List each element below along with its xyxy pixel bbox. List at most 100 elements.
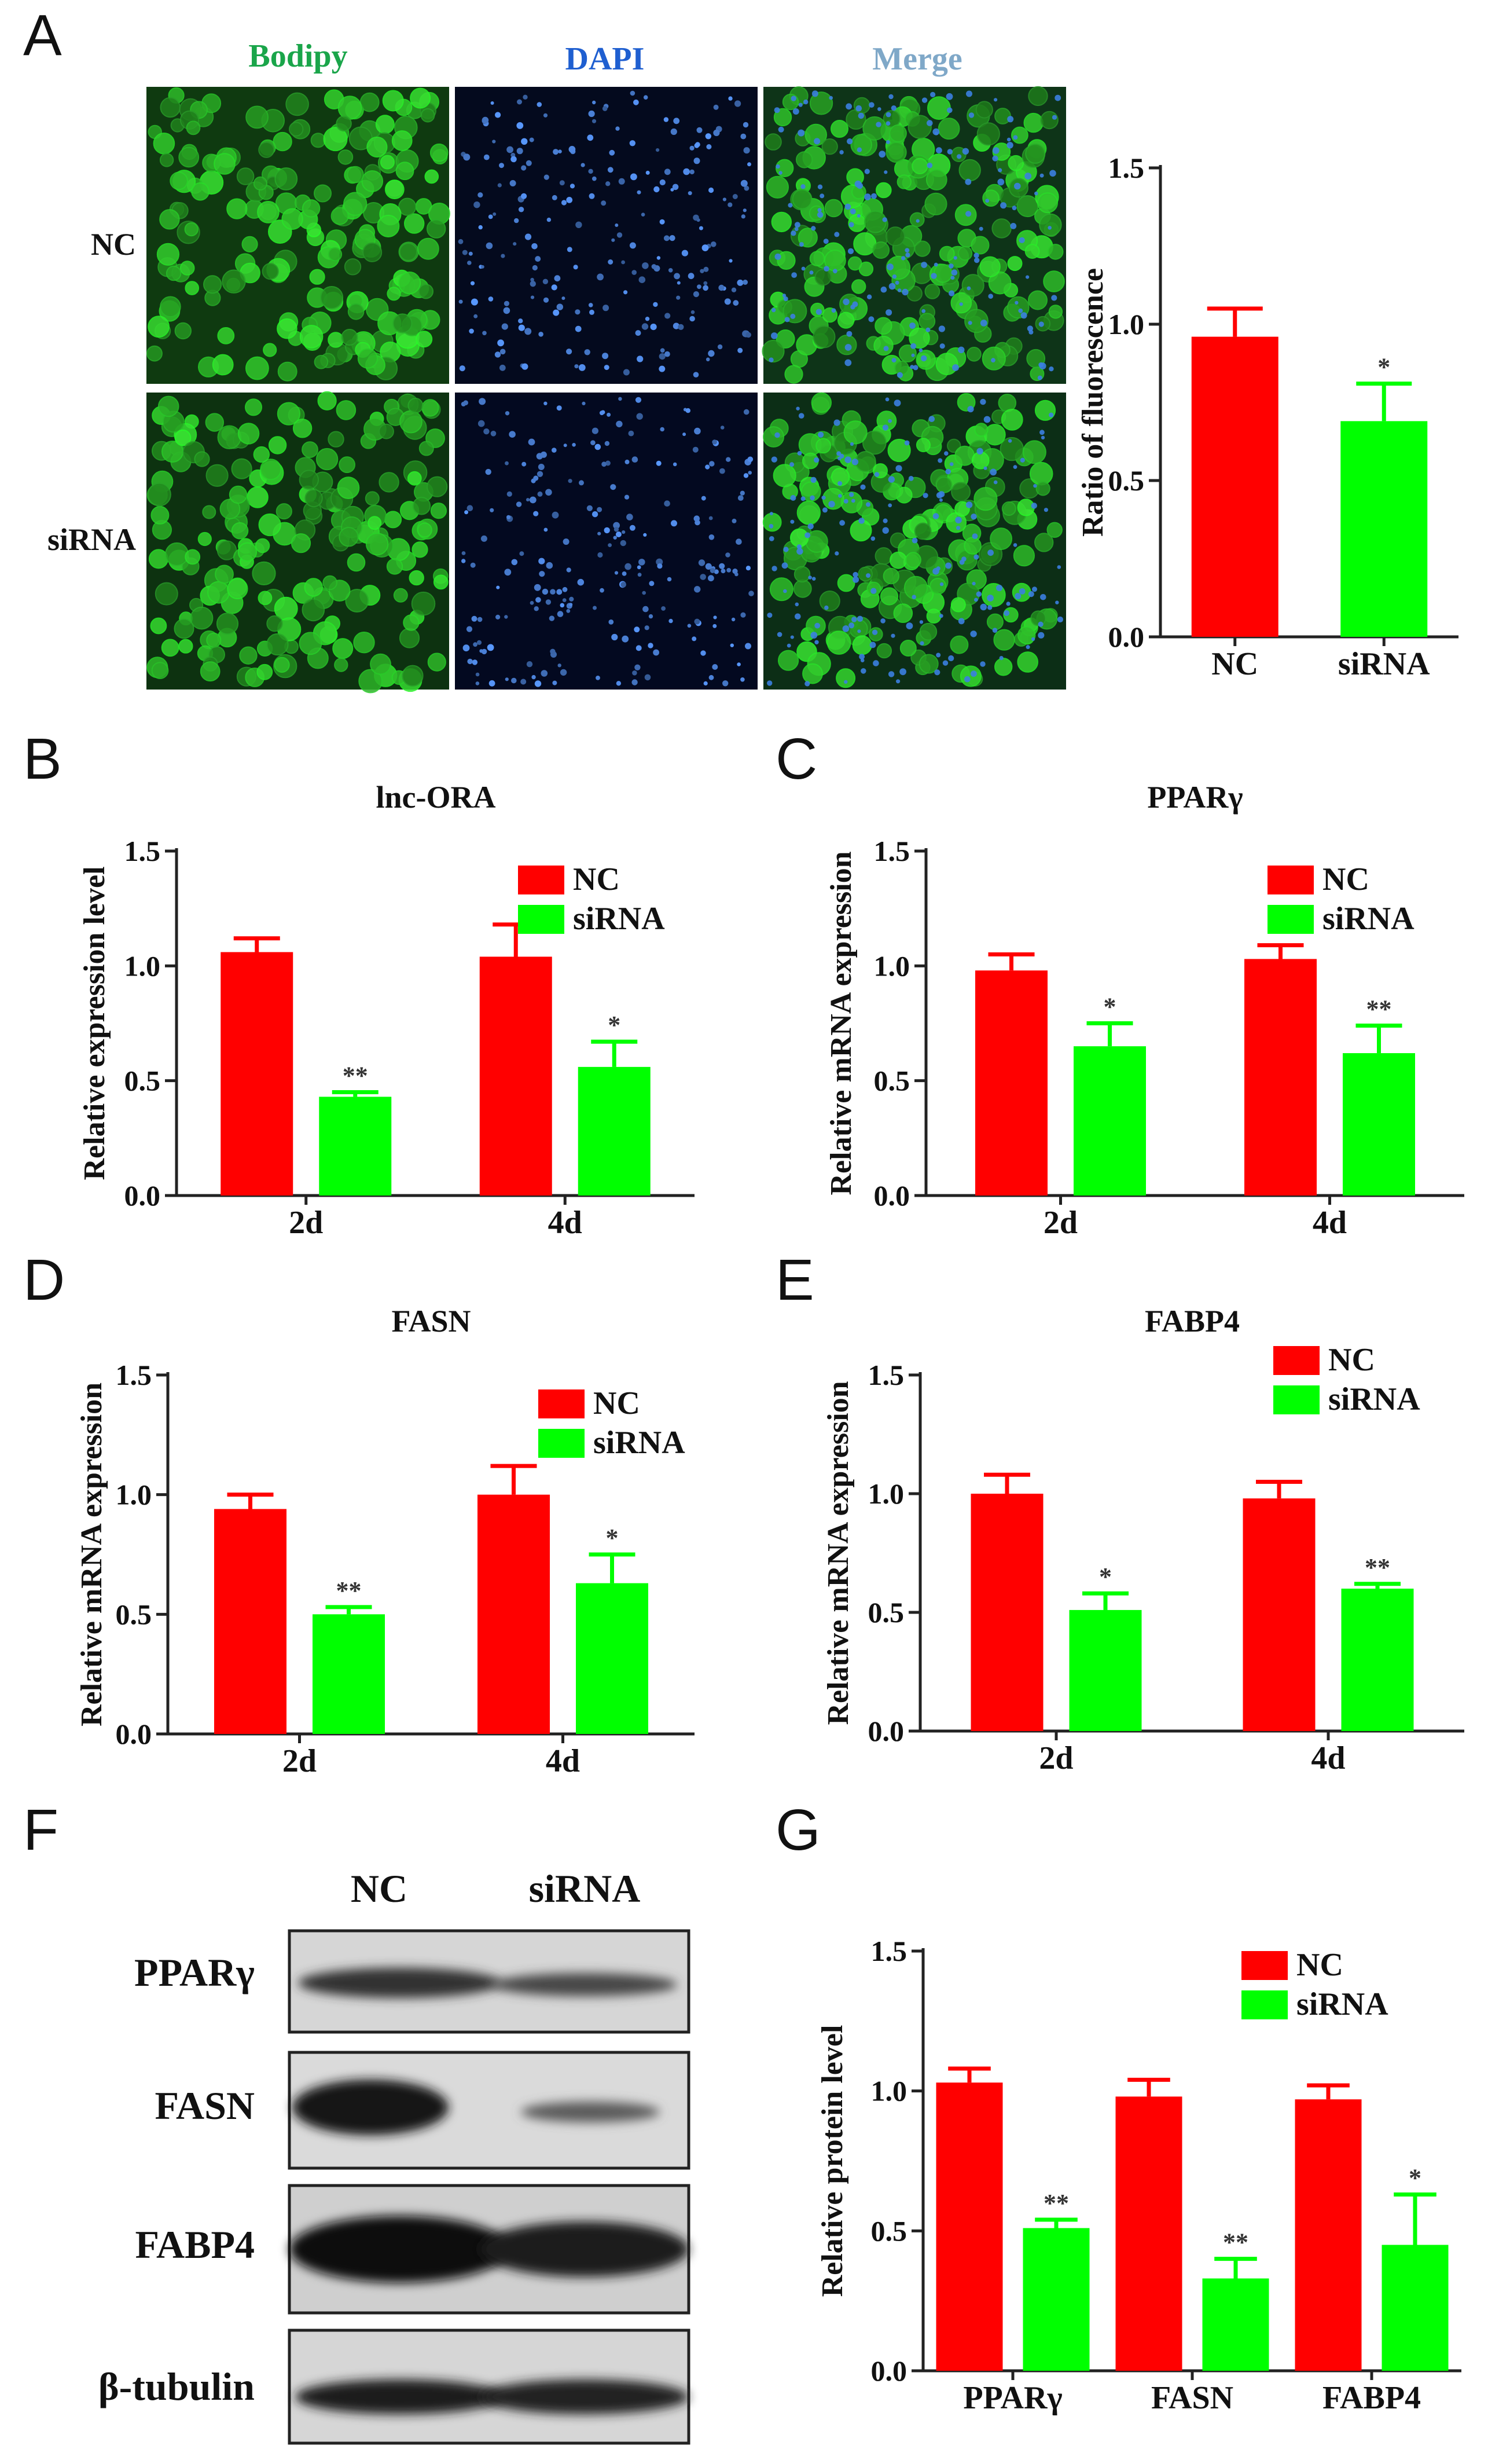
nucleus	[795, 613, 801, 620]
nucleus	[726, 568, 732, 573]
nucleus	[664, 500, 670, 507]
nucleus	[996, 585, 1003, 592]
nucleus	[708, 575, 714, 582]
panel-label-c: C	[776, 727, 817, 791]
cell	[850, 134, 872, 156]
nucleus	[637, 190, 641, 195]
nucleus	[664, 168, 671, 175]
cell	[291, 533, 311, 553]
panel-label-f: F	[23, 1798, 58, 1862]
cell	[903, 575, 928, 600]
nucleus	[610, 484, 616, 490]
nucleus	[959, 559, 965, 565]
nucleus	[711, 241, 717, 247]
category-label: 2d	[1039, 1740, 1073, 1776]
legend-swatch-nc	[538, 1389, 585, 1418]
cell	[150, 617, 167, 635]
cell	[924, 192, 947, 215]
nucleus	[673, 462, 677, 467]
nucleus	[936, 147, 942, 154]
cell	[935, 353, 958, 376]
nucleus	[988, 294, 993, 299]
cell	[399, 243, 418, 261]
nucleus	[747, 162, 751, 167]
significance-mark: *	[1377, 353, 1390, 382]
nucleus	[470, 281, 475, 285]
nucleus	[538, 558, 545, 564]
y-tick-label: 1.0	[1108, 308, 1145, 340]
cell	[190, 606, 214, 630]
nucleus	[622, 571, 627, 576]
nucleus	[839, 150, 844, 155]
nucleus	[921, 97, 928, 103]
nucleus	[721, 569, 726, 574]
cell	[237, 423, 260, 445]
nucleus	[553, 149, 559, 155]
nucleus	[605, 460, 611, 466]
nucleus	[769, 536, 774, 541]
cell	[302, 598, 325, 622]
nucleus	[788, 203, 793, 208]
y-tick-label: 0.0	[868, 1715, 905, 1747]
nucleus	[792, 108, 799, 115]
nucleus	[570, 184, 575, 189]
legend-swatch-sirna	[1273, 1385, 1320, 1414]
nucleus	[472, 659, 478, 665]
nucleus	[504, 300, 510, 306]
nucleus	[620, 582, 626, 588]
nucleus	[518, 324, 525, 331]
nucleus	[790, 519, 795, 524]
nucleus	[1049, 412, 1054, 417]
cell	[170, 171, 188, 190]
band-fasn-sirna	[521, 2102, 660, 2122]
nucleus	[562, 586, 568, 592]
nucleus	[562, 598, 567, 602]
nucleus	[567, 247, 572, 252]
bar-nc-1	[477, 1494, 550, 1734]
nucleus	[605, 181, 611, 186]
nucleus	[814, 457, 820, 463]
category-label: 4d	[1313, 1205, 1347, 1241]
nucleus	[720, 426, 725, 430]
nucleus	[661, 606, 666, 611]
nucleus	[906, 622, 913, 629]
bar-sirna-1	[576, 1583, 648, 1734]
nucleus	[831, 308, 836, 313]
cell	[274, 167, 298, 190]
cell	[178, 639, 193, 654]
significance-mark: *	[1409, 2164, 1421, 2192]
nucleus	[681, 250, 688, 256]
nucleus	[807, 523, 814, 530]
nucleus	[650, 324, 657, 331]
nucleus	[740, 133, 747, 140]
category-label: 2d	[289, 1205, 323, 1241]
bar-nc-2	[1295, 2099, 1362, 2371]
nucleus	[718, 284, 725, 291]
cell	[239, 646, 258, 665]
nucleus	[694, 427, 701, 435]
band-fasn-nc	[292, 2080, 449, 2135]
nucleus	[828, 501, 835, 508]
image-sirna-dapi	[455, 393, 758, 690]
cell	[174, 322, 192, 340]
nucleus	[480, 265, 484, 269]
legend-label-nc: NC	[593, 1385, 640, 1421]
chart-c-ppar: PPARγ 0.0 0.5 1.0 1.5 Relative mRNA expressio…	[825, 780, 1464, 1241]
nucleus	[1031, 637, 1035, 641]
nucleus	[732, 194, 738, 199]
cell	[1025, 143, 1046, 164]
nucleus	[857, 182, 863, 189]
cell	[277, 361, 297, 382]
y-tick-label: 1.5	[874, 835, 910, 867]
nucleus	[821, 496, 826, 500]
nucleus	[641, 323, 649, 330]
cell	[156, 243, 179, 266]
cell	[789, 528, 809, 548]
cell	[912, 157, 928, 174]
nucleus	[934, 262, 938, 267]
nucleus	[645, 170, 650, 175]
nucleus	[951, 269, 958, 276]
panel-label-d: D	[23, 1248, 65, 1312]
nucleus	[537, 102, 542, 107]
nucleus	[534, 680, 542, 687]
